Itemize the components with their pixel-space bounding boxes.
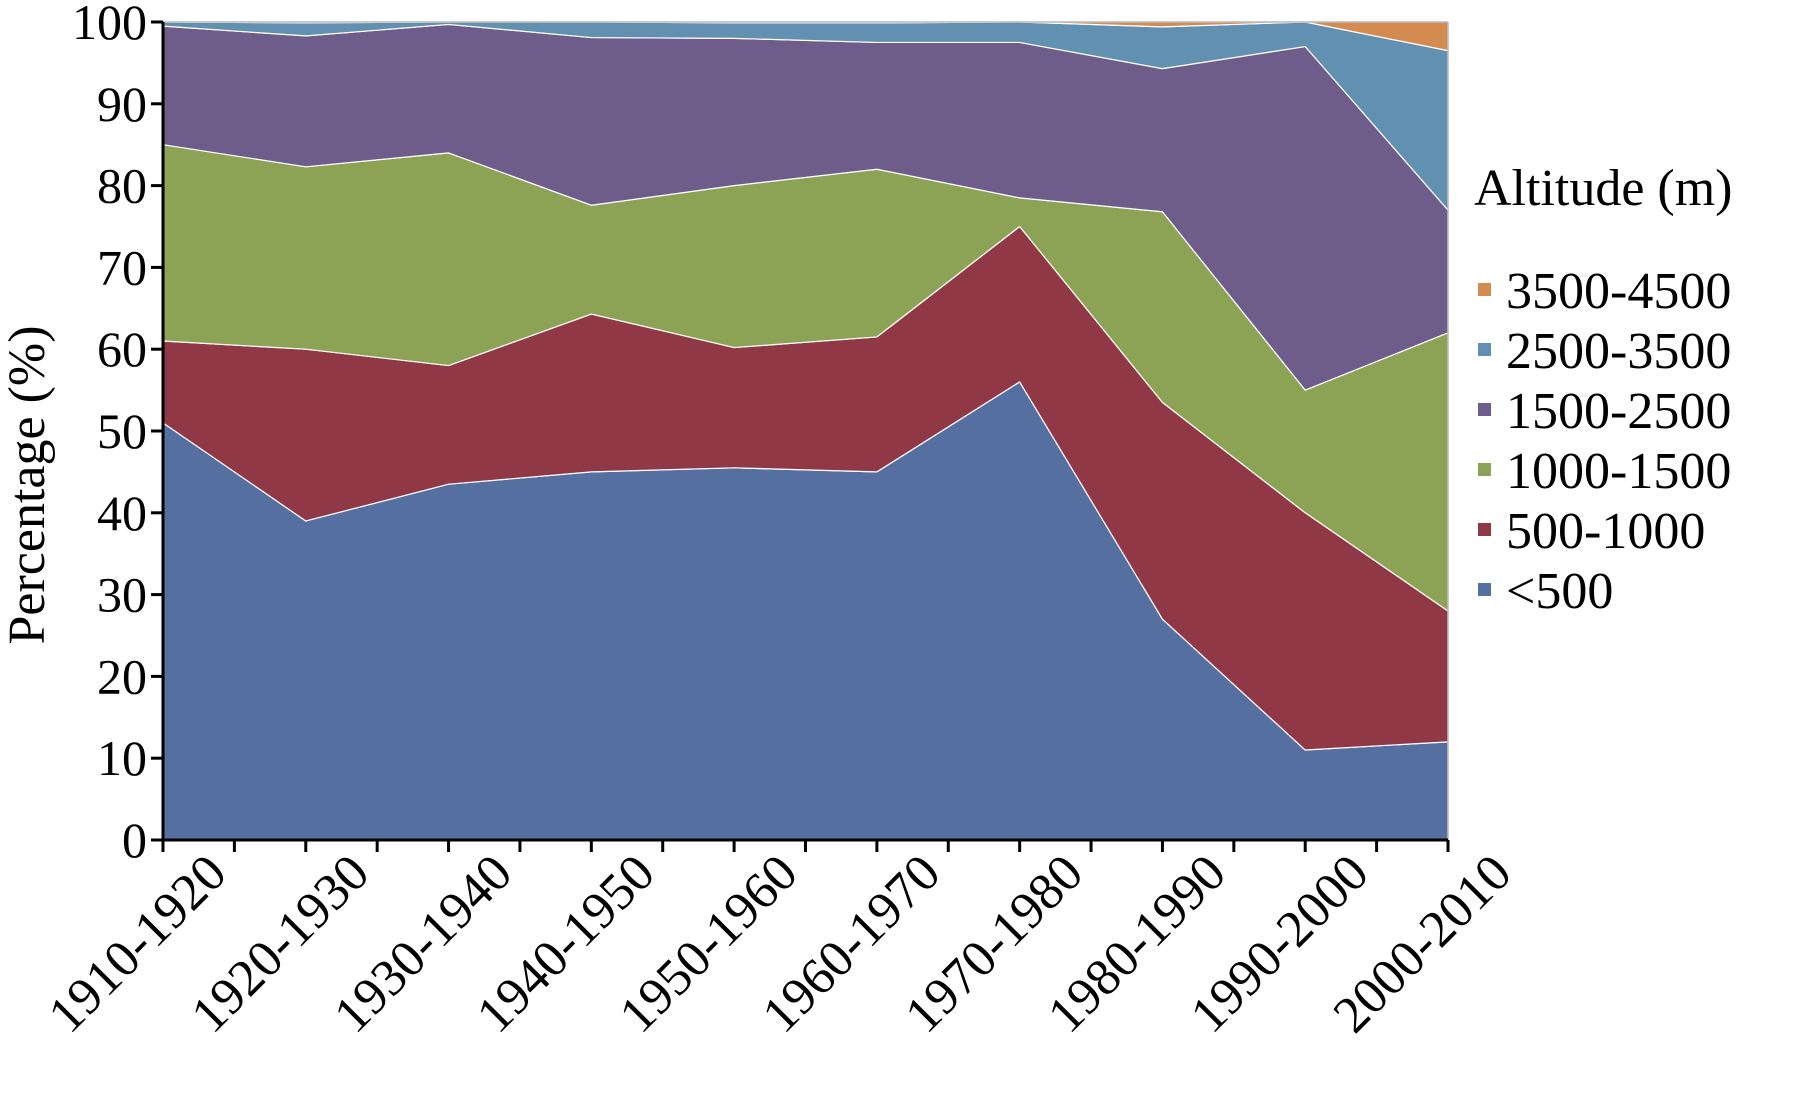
y-tick-label: 90 (97, 76, 147, 132)
y-tick-label: 100 (72, 0, 147, 50)
legend-label-500: <500 (1506, 563, 1613, 620)
legend-swatch-1000-1500 (1478, 463, 1491, 476)
y-tick-label: 60 (97, 321, 147, 377)
legend-label-3500-4500: 3500-4500 (1506, 263, 1731, 320)
legend: Altitude (m) 3500-45002500-35001500-2500… (1474, 160, 1733, 620)
y-tick-label: 40 (97, 485, 147, 541)
legend-swatch-500 (1478, 583, 1491, 596)
legend-label-500-1000: 500-1000 (1506, 503, 1705, 560)
y-tick-label: 10 (97, 730, 147, 786)
y-tick-label: 30 (97, 567, 147, 623)
legend-label-2500-3500: 2500-3500 (1506, 323, 1731, 380)
y-tick-label: 0 (122, 812, 147, 868)
legend-label-1500-2500: 1500-2500 (1506, 383, 1731, 440)
legend-swatch-3500-4500 (1478, 283, 1491, 296)
legend-label-1000-1500: 1000-1500 (1506, 443, 1731, 500)
legend-swatch-500-1000 (1478, 523, 1491, 536)
legend-swatch-1500-2500 (1478, 403, 1491, 416)
y-tick-label: 50 (97, 403, 147, 459)
y-tick-label: 20 (97, 648, 147, 704)
y-tick-label: 80 (97, 158, 147, 214)
legend-swatch-2500-3500 (1478, 343, 1491, 356)
legend-title: Altitude (m) (1474, 160, 1733, 217)
y-axis-label: Percentage (%) (0, 325, 56, 644)
y-tick-label: 70 (97, 239, 147, 295)
areas-layer (162, 21, 1449, 841)
